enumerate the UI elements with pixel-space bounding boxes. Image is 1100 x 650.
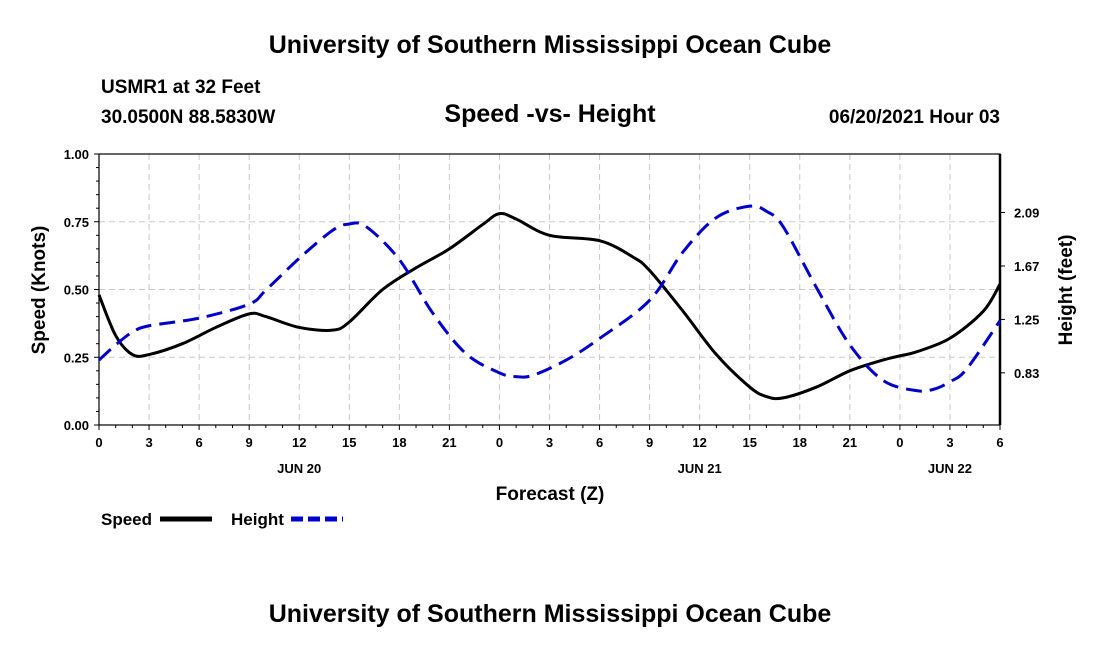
x-day-label: JUN 21 (678, 461, 722, 476)
footer-title: University of Southern Mississippi Ocean… (268, 600, 832, 628)
legend: Speed Height (101, 510, 343, 529)
series (97, 204, 1002, 401)
x-tick-label: 6 (195, 435, 202, 450)
y-tick-label: 1.00 (64, 147, 89, 162)
x-tick-label: 0 (496, 435, 503, 450)
x-tick-label: 21 (843, 435, 857, 450)
station-label: USMR1 at 32 Feet (101, 77, 261, 98)
chart-title: Speed -vs- Height (444, 100, 656, 128)
x-tick-label: 12 (292, 435, 306, 450)
y2-tick-label: 2.09 (1014, 206, 1039, 221)
x-tick-label: 3 (946, 435, 953, 450)
station-coordinates: 30.0500N 88.5830W (101, 107, 276, 128)
x-tick-label: 3 (546, 435, 553, 450)
page-title: University of Southern Mississippi Ocean… (268, 31, 832, 59)
y-tick-label: 0.25 (64, 350, 89, 365)
x-day-label: JUN 20 (277, 461, 321, 476)
legend-speed-label: Speed (101, 510, 152, 529)
legend-height-label: Height (231, 510, 284, 529)
x-tick-label: 18 (392, 435, 406, 450)
height-series-line (97, 204, 1002, 393)
grid (99, 154, 1000, 425)
x-tick-label: 9 (646, 435, 653, 450)
x-tick-label: 6 (596, 435, 603, 450)
x-tick-label: 3 (145, 435, 152, 450)
x-axis-title: Forecast (Z) (496, 484, 605, 505)
x-tick-label: 18 (793, 435, 807, 450)
y-tick-label: 0.50 (64, 283, 89, 298)
y-axis-title: Speed (Knots) (29, 226, 50, 355)
x-tick-label: 15 (342, 435, 356, 450)
y2-tick-label: 1.25 (1014, 312, 1039, 327)
x-day-label: JUN 22 (928, 461, 972, 476)
y-tick-label: 0.75 (64, 215, 89, 230)
x-tick-label: 9 (246, 435, 253, 450)
y2-tick-label: 0.83 (1014, 366, 1039, 381)
axis-ticks: 0 3 6 9 12 15 18 21 0 3 6 9 12 15 18 21 0 3 6 JUN 20 JUN 21 J… (64, 147, 1040, 476)
x-tick-label: 6 (996, 435, 1003, 450)
x-tick-label: 21 (442, 435, 456, 450)
forecast-datetime: 06/20/2021 Hour 03 (828, 107, 1000, 128)
y2-tick-label: 1.67 (1014, 259, 1039, 274)
x-tick-label: 0 (896, 435, 903, 450)
x-tick-label: 12 (692, 435, 706, 450)
y-tick-label: 0.00 (64, 418, 89, 433)
x-tick-label: 0 (95, 435, 102, 450)
x-tick-label: 15 (742, 435, 756, 450)
y2-axis-title: Height (feet) (1056, 235, 1077, 346)
